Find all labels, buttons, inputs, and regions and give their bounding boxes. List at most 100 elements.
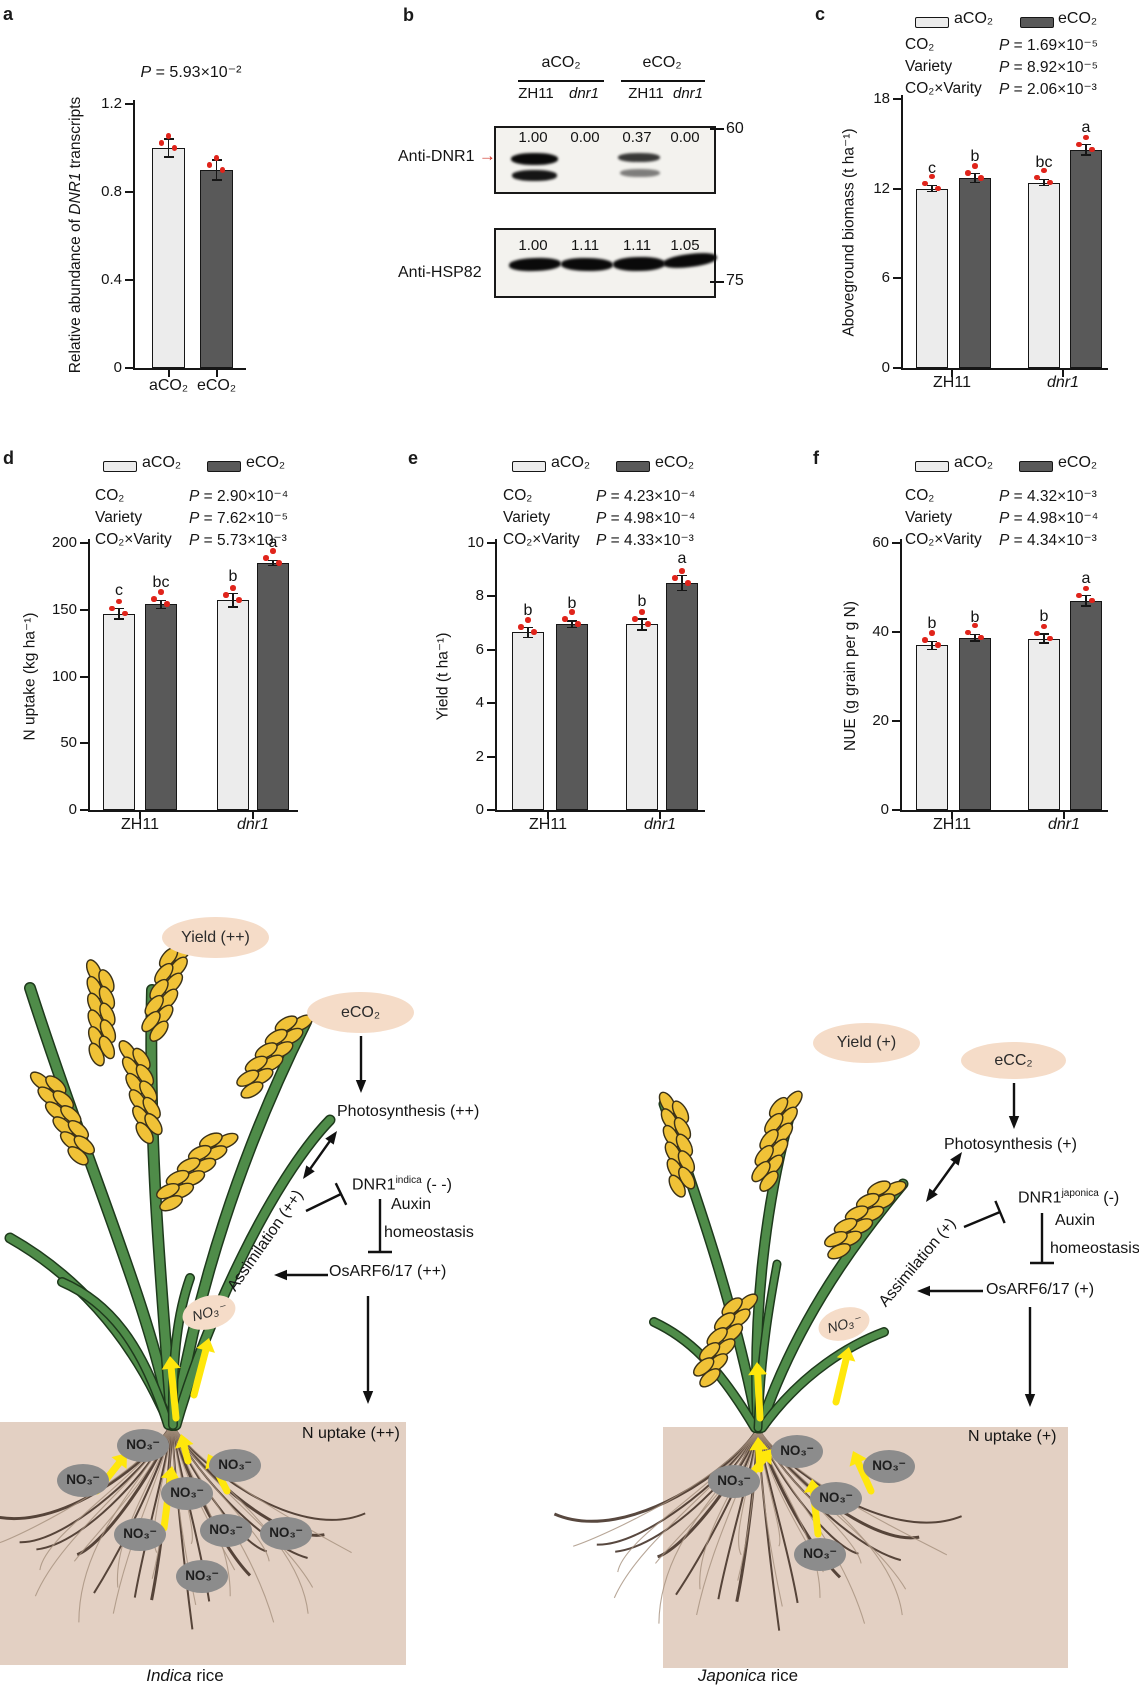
arrow-osarf-assimilation-left-head [274,1269,288,1281]
p-value: = 5.93×10⁻² [151,64,242,81]
chart-a-errorbar [215,160,218,180]
chart-c-errorbar [1043,179,1045,186]
no3-label: NO₃⁻ [185,1568,219,1583]
arrow-photosynthesis-assimilation-left-head [303,1165,315,1179]
chart-e-y-axis-title: Yield (t ha⁻¹) [434,517,453,837]
chart-a-datapoint-dot [165,133,172,139]
chart-d-ytick-label: 150 [51,600,77,618]
blot1-lane-value: 0.00 [670,129,700,146]
no3-soil-oval: NO₃⁻ [200,1513,252,1547]
grain [662,1124,681,1148]
grain [240,1081,264,1099]
no3-label: NO₃⁻ [170,1485,204,1500]
chart-f-datapoint-dot [922,637,928,643]
arrow-photosynthesis-assimilation-right-head [950,1152,962,1166]
p-value: = 4.23×10⁻⁴ [606,488,696,505]
yellow-arrow-shaft [190,1346,210,1399]
chart-f-ytick-label: 20 [872,712,889,729]
chart-e-group-label: ZH11 [529,816,567,833]
yellow-arrow-head [196,1338,215,1353]
chart-d-ytick [80,809,88,811]
auxin-label-right: Auxin [1055,1212,1096,1229]
chart-e-datapoint-dot [632,616,638,622]
chart-c-stats-pvalue: P = 2.06×10⁻³ [999,80,1097,99]
chart-f-stats-factor: Variety [905,509,953,526]
chart-c-legend-label: eCO₂ [1058,10,1098,27]
chart-a-y-axis [133,100,135,370]
chart-f-legend-swatch [915,461,949,472]
chart-c-sig-letter: a [1081,118,1091,136]
root-lateral [613,1427,759,1599]
chart-c-stats-factor: CO₂ [905,36,935,53]
grain [176,1157,201,1174]
p-symbol: P [999,532,1010,549]
arrow-eco2-photosynthesis-left-head [355,1079,367,1093]
chart-d-errorbar [160,600,162,609]
chart-d-datapoint-dot [230,585,236,591]
chart-e-x-axis [495,810,705,812]
ylabel-part: Aboveground biomass (t ha⁻¹) [840,128,858,337]
chart-e-datapoint-dot [685,580,691,586]
panicle-cluster [751,1090,803,1192]
blot2-lane-value: 1.05 [670,237,700,254]
eco2-label-right: eCC₂ [994,1051,1033,1069]
chart-f-xtick [951,812,953,819]
chart-e-ytick-label: 8 [475,587,484,605]
chart-a-x-axis [133,368,246,370]
n-uptake-label-left: N uptake (++) [302,1425,400,1442]
chart-f-datapoint-dot [978,634,984,641]
grain [827,1243,851,1260]
dnr1-gene-right: DNR1 [1018,1189,1062,1207]
arrow-osarf-nuptake-left-head [362,1390,374,1404]
p-symbol: P [189,532,200,549]
chart-f-stats-factor: CO₂×Varity [905,531,982,548]
p-value: = 4.98×10⁻⁴ [606,510,696,527]
tbar-assimilation-dnr1-left-cap [334,1182,348,1206]
root-lateral [658,1427,759,1624]
chart-e-errorcap [677,574,687,577]
chart-d-datapoint-dot [122,610,128,617]
no3-label: NO₃⁻ [819,1490,853,1505]
chart-e-datapoint-dot [575,621,581,627]
blot-group-underline-2 [621,80,705,82]
no3-soil-oval: NO₃⁻ [117,1428,169,1462]
p-value: = 2.06×10⁻³ [1009,81,1097,98]
no3-label: NO₃⁻ [126,1437,160,1452]
chart-e-bar [556,624,588,810]
chart-e-errorbar [527,627,529,638]
chart-e-ytick-label: 0 [475,801,484,818]
p-value: = 4.34×10⁻³ [1009,532,1097,549]
osarf-label-right: OsARF6/17 (+) [986,1281,1095,1298]
grain [187,1144,212,1162]
panicle-cluster [823,1180,907,1260]
chart-f-datapoint-dot [929,630,935,636]
chart-e-errorcap [523,626,533,629]
chart-c-x-axis [901,368,1108,370]
grain [714,1338,736,1358]
no3-soil-oval: NO₃⁻ [114,1517,166,1551]
chart-a-datapoint-dot [171,145,178,151]
chart-f-ytick [892,809,900,811]
grain [125,1072,144,1096]
chart-c-errorbar [931,185,933,192]
chart-f-legend-label: eCO₂ [1058,454,1098,471]
blot-lane-zh11-e: ZH11 [628,85,664,102]
blot-lane-dnr1-a: dnr1 [568,85,600,102]
chart-a-datapoint-dot [158,140,165,146]
chart-a-errorcap [163,138,174,140]
chart-f-errorbar [974,634,976,641]
chart-e-group-label: dnr1 [643,816,677,833]
chart-a-bar [200,170,233,368]
chart-a-bar [152,148,185,368]
grain [149,1020,169,1042]
panel-label-f: f [813,448,819,468]
chart-e-stats-factor: Variety [503,509,551,526]
chart-d-stats-factor: CO₂ [95,487,125,504]
chart-e-datapoint-dot [645,621,651,627]
chart-e-ytick-label: 4 [475,694,484,712]
eco2-oval-left: eCO₂ [307,992,414,1033]
chart-e-errorbar [571,621,573,628]
chart-c-stats-factor: Variety [905,58,953,75]
yield-label-left: Yield (++) [181,928,250,946]
grain [729,1308,751,1328]
